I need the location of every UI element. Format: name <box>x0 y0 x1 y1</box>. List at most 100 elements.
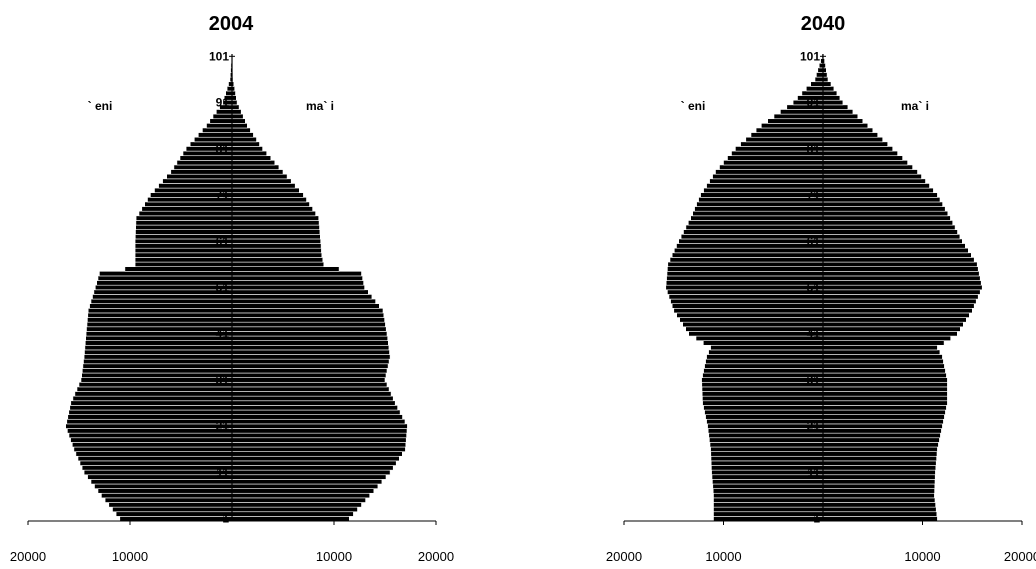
bar-male-age-89 <box>822 109 854 115</box>
bar-male-age-79 <box>822 155 903 161</box>
bar-female-age-38 <box>710 344 824 351</box>
bar-male-age-24 <box>231 409 401 415</box>
bar-female-age-84 <box>198 132 233 138</box>
bar-female-age-56 <box>134 261 233 267</box>
bar-male-age-14 <box>822 455 937 462</box>
bar-female-age-18 <box>70 437 233 443</box>
bar-male-age-44 <box>822 317 967 323</box>
age-labels: 1 11 21 31 41 51 61 71 81 91 101 <box>800 49 820 525</box>
bar-female-age-62 <box>680 234 824 240</box>
bar-female-age-87 <box>209 118 233 124</box>
bar-female-age-88 <box>773 113 824 120</box>
bar-male-age-72 <box>822 187 934 194</box>
chart-title: 2040 <box>801 13 846 35</box>
bar-female-age-24 <box>704 409 824 415</box>
age-label: 1 <box>813 512 820 526</box>
bar-male-age-5 <box>231 497 366 503</box>
bar-female-age-22 <box>66 418 233 425</box>
bar-female-age-23 <box>67 414 233 420</box>
bar-male-age-62 <box>231 234 321 240</box>
bar-female-age-2 <box>713 511 824 517</box>
bar-male-age-92 <box>231 95 237 101</box>
bar-female-age-13 <box>710 460 824 466</box>
age-label: 31 <box>807 373 821 387</box>
bar-female-age-1 <box>713 516 824 522</box>
bar-male-age-55 <box>231 266 340 272</box>
age-label: 81 <box>807 142 821 156</box>
bar-male-age-78 <box>231 160 276 166</box>
bar-male-age-67 <box>231 210 316 217</box>
bar-male-age-54 <box>822 271 980 277</box>
x-tick-label: 20000 <box>418 549 454 564</box>
bar-male-age-68 <box>231 206 313 212</box>
bar-male-age-5 <box>822 497 936 503</box>
bar-female-age-26 <box>702 400 824 406</box>
bar-female-age-21 <box>65 423 233 429</box>
bar-male-age-76 <box>822 169 918 175</box>
bar-female-age-7 <box>97 488 233 494</box>
bar-female-age-16 <box>710 446 824 452</box>
bar-male-age-80 <box>231 150 268 157</box>
bar-female-age-52 <box>96 280 233 286</box>
bar-male-age-9 <box>822 479 936 485</box>
bar-female-age-14 <box>710 455 824 462</box>
bar-female-age-16 <box>73 446 233 452</box>
bar-female-age-95 <box>810 81 824 87</box>
bar-male-age-63 <box>822 229 958 235</box>
bar-male-age-76 <box>231 169 284 175</box>
bar-male-age-69 <box>231 201 310 207</box>
bar-male-age-19 <box>231 432 407 439</box>
bar-male-age-56 <box>822 261 978 267</box>
bar-male-age-87 <box>822 118 864 124</box>
bar-male-age-13 <box>231 460 397 466</box>
bar-female-age-51 <box>95 284 233 291</box>
bar-female-age-27 <box>702 395 824 402</box>
bar-female-age-3 <box>713 506 824 513</box>
bar-male-age-90 <box>231 104 240 110</box>
bar-male-age-89 <box>231 109 242 115</box>
bar-female-age-36 <box>706 354 824 360</box>
bar-female-age-37 <box>708 349 824 355</box>
bar-male-age-94 <box>822 86 835 92</box>
bar-female-age-30 <box>701 381 824 388</box>
bar-female-age-94 <box>226 86 233 92</box>
bar-female-age-64 <box>135 224 233 231</box>
age-label: 21 <box>216 419 230 433</box>
bar-male-age-26 <box>231 400 396 406</box>
bar-female-age-79 <box>179 155 233 161</box>
bar-female-age-59 <box>134 247 233 254</box>
bar-female-age-67 <box>138 210 233 217</box>
bar-male-age-77 <box>822 164 913 170</box>
bar-male-age-52 <box>231 280 364 286</box>
bar-male-age-49 <box>231 294 373 300</box>
bar-female-age-66 <box>135 215 233 221</box>
bar-female-age-50 <box>667 289 824 295</box>
bar-male-age-28 <box>822 391 948 397</box>
bar-male-age-34 <box>231 363 389 369</box>
bar-male-age-4 <box>231 502 362 508</box>
bar-female-age-53 <box>666 275 824 281</box>
bar-female-age-74 <box>162 178 233 184</box>
bar-female-age-8 <box>94 483 233 489</box>
age-label: 41 <box>216 327 230 341</box>
bar-male-age-48 <box>822 298 977 304</box>
bar-male-age-38 <box>822 344 938 351</box>
bar-male-age-51 <box>822 284 983 291</box>
bar-male-age-56 <box>231 261 325 267</box>
chart-title: 2004 <box>209 13 254 35</box>
bar-female-age-41 <box>688 331 824 337</box>
bar-male-age-37 <box>231 349 390 355</box>
bar-male-age-11 <box>822 469 936 476</box>
bar-male-age-63 <box>231 229 321 235</box>
bar-male-age-7 <box>231 488 375 494</box>
bar-male-age-65 <box>231 220 320 226</box>
bar-male-age-31 <box>822 377 948 383</box>
bar-male-age-68 <box>822 206 946 212</box>
bar-male-age-81 <box>822 146 893 152</box>
bar-male-age-77 <box>231 164 280 170</box>
bar-female-age-76 <box>715 169 824 175</box>
bar-female-age-4 <box>108 502 233 508</box>
bar-female-age-47 <box>89 303 233 309</box>
bar-female-age-5 <box>104 497 233 503</box>
age-label: 71 <box>807 188 821 202</box>
